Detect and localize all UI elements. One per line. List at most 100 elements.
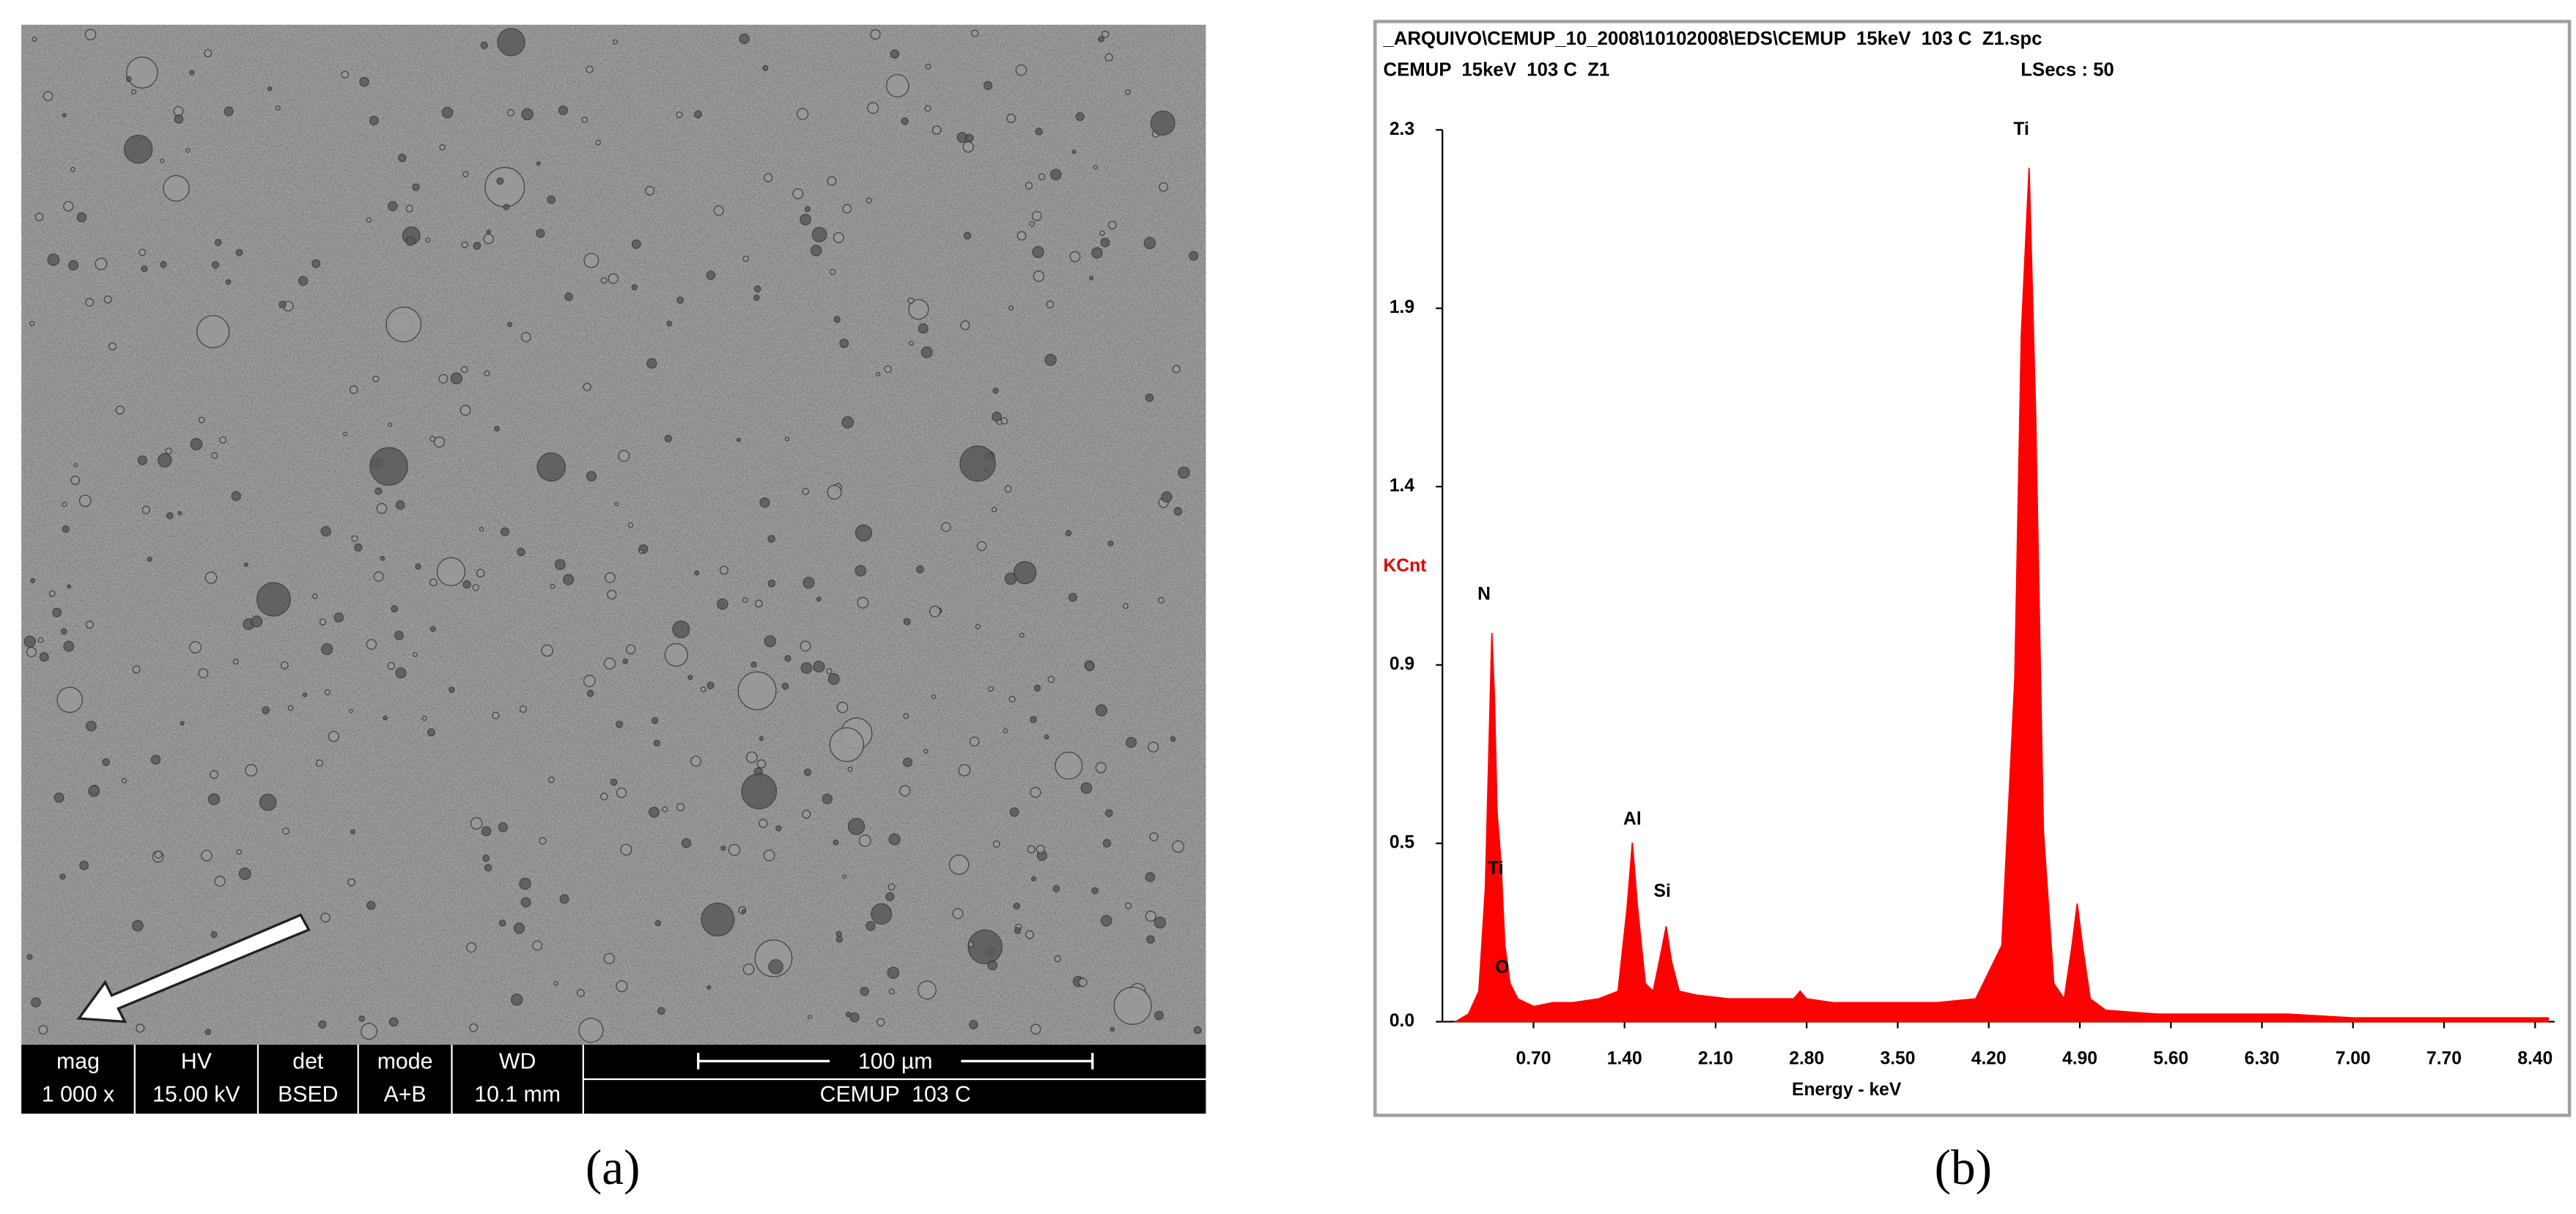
particle bbox=[29, 320, 35, 327]
x-tick-label: 0.70 bbox=[1516, 1049, 1551, 1069]
particle bbox=[1172, 365, 1181, 374]
particle bbox=[1157, 596, 1165, 604]
particle bbox=[586, 689, 594, 697]
particle bbox=[835, 936, 844, 943]
header-line: CEMUP 15keV 103 C Z1 bbox=[1384, 59, 1610, 80]
particle bbox=[759, 818, 768, 829]
particle bbox=[826, 667, 833, 675]
y-axis-label: KCnt bbox=[1384, 556, 1427, 576]
particle bbox=[811, 226, 827, 243]
particle bbox=[605, 572, 616, 583]
particle bbox=[992, 411, 1002, 422]
particle bbox=[1016, 231, 1027, 241]
x-tick-label: 2.10 bbox=[1698, 1049, 1733, 1069]
particle bbox=[1145, 393, 1154, 402]
particle bbox=[484, 864, 492, 872]
particle bbox=[903, 618, 911, 626]
particle bbox=[741, 773, 778, 810]
particle bbox=[369, 447, 408, 486]
particle bbox=[975, 623, 981, 629]
particle bbox=[1161, 491, 1173, 503]
particle bbox=[1049, 169, 1062, 180]
particle bbox=[139, 248, 147, 256]
particle bbox=[519, 705, 528, 713]
particle bbox=[888, 833, 901, 845]
particle bbox=[225, 279, 232, 285]
particle bbox=[627, 522, 634, 528]
particle bbox=[492, 711, 500, 719]
particle bbox=[860, 986, 869, 996]
particle bbox=[507, 108, 515, 116]
particle bbox=[496, 177, 504, 185]
particle bbox=[280, 661, 289, 670]
particle bbox=[136, 1024, 145, 1033]
particle bbox=[68, 260, 79, 271]
particle bbox=[662, 806, 668, 813]
particle bbox=[207, 793, 221, 806]
particle bbox=[959, 445, 996, 482]
particle bbox=[1154, 916, 1167, 929]
particle bbox=[387, 201, 398, 212]
particle bbox=[1054, 955, 1061, 963]
particle bbox=[676, 296, 684, 304]
particle bbox=[388, 422, 393, 427]
particle bbox=[1035, 127, 1043, 136]
particle bbox=[969, 1020, 978, 1029]
particle bbox=[26, 646, 37, 657]
spectrum bbox=[1453, 168, 2549, 1023]
x-axis-label: Energy - keV bbox=[1792, 1080, 1902, 1100]
particle bbox=[763, 849, 775, 862]
particle bbox=[214, 239, 222, 246]
particle bbox=[320, 912, 331, 923]
particle bbox=[1052, 885, 1060, 892]
info-value: 15.00 kV bbox=[152, 1082, 240, 1106]
particle bbox=[210, 931, 218, 939]
particle bbox=[739, 33, 750, 45]
particle bbox=[235, 248, 243, 256]
particle bbox=[102, 758, 110, 766]
particle bbox=[742, 597, 748, 603]
particle bbox=[219, 436, 227, 444]
particle bbox=[141, 265, 148, 273]
particle bbox=[1093, 165, 1098, 170]
particle bbox=[1189, 251, 1199, 261]
particle bbox=[333, 612, 344, 623]
particle bbox=[564, 292, 573, 301]
particle bbox=[847, 818, 866, 835]
particle bbox=[513, 922, 525, 934]
x-tick-label: 1.40 bbox=[1607, 1049, 1642, 1069]
particle bbox=[687, 675, 693, 681]
particle bbox=[141, 506, 150, 514]
particle bbox=[700, 686, 706, 692]
particle bbox=[85, 297, 95, 307]
particle bbox=[759, 497, 770, 508]
particle bbox=[625, 644, 636, 654]
particle bbox=[1110, 1026, 1115, 1032]
particle bbox=[1101, 30, 1110, 38]
particle bbox=[920, 346, 933, 358]
info-bar-fields: mag 1 000 x HV 15.00 kV det BSED mode A+B WD 10.1… bbox=[42, 1044, 584, 1114]
particle bbox=[486, 229, 491, 234]
particle bbox=[243, 562, 248, 567]
particle bbox=[413, 652, 418, 657]
particle bbox=[1126, 736, 1137, 748]
particle bbox=[603, 657, 616, 670]
particle bbox=[1068, 593, 1077, 602]
particle bbox=[996, 419, 1003, 426]
particle bbox=[1029, 221, 1035, 227]
peak-label: Ti bbox=[2013, 119, 2029, 139]
particle bbox=[210, 770, 218, 779]
particle bbox=[992, 388, 999, 394]
particle bbox=[559, 894, 569, 904]
particle bbox=[907, 297, 915, 304]
particle bbox=[484, 166, 525, 207]
particle bbox=[586, 470, 597, 482]
particle bbox=[59, 873, 66, 880]
particle bbox=[1036, 845, 1045, 854]
particle bbox=[1107, 221, 1117, 230]
particle bbox=[1027, 845, 1036, 854]
particle bbox=[26, 954, 33, 961]
particle bbox=[520, 897, 531, 908]
particle bbox=[405, 204, 414, 212]
particle bbox=[967, 941, 975, 948]
